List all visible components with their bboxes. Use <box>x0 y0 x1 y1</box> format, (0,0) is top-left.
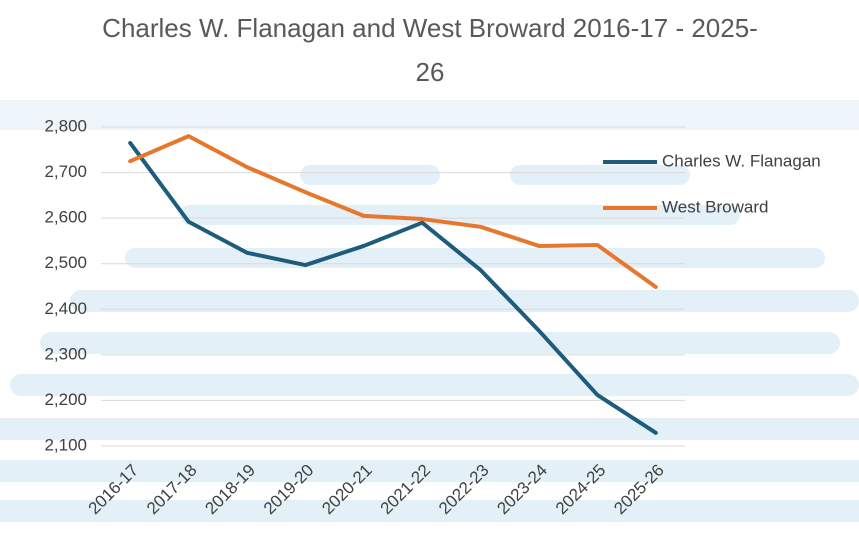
watermark <box>0 100 859 522</box>
y-tick-label: 2,100 <box>44 435 87 454</box>
y-tick-label: 2,200 <box>44 390 87 409</box>
y-tick-label: 2,800 <box>44 116 87 135</box>
y-tick-label: 2,400 <box>44 299 87 318</box>
y-tick-label: 2,600 <box>44 208 87 227</box>
legend-label: Charles W. Flanagan <box>662 151 821 170</box>
y-tick-label: 2,300 <box>44 344 87 363</box>
y-tick-label: 2,700 <box>44 162 87 181</box>
chart-title: Charles W. Flanagan and West Broward 201… <box>102 13 758 87</box>
data-line <box>128 134 658 289</box>
data-line <box>128 140 658 435</box>
legend-label: West Broward <box>662 197 768 216</box>
y-tick-label: 2,500 <box>44 253 87 272</box>
